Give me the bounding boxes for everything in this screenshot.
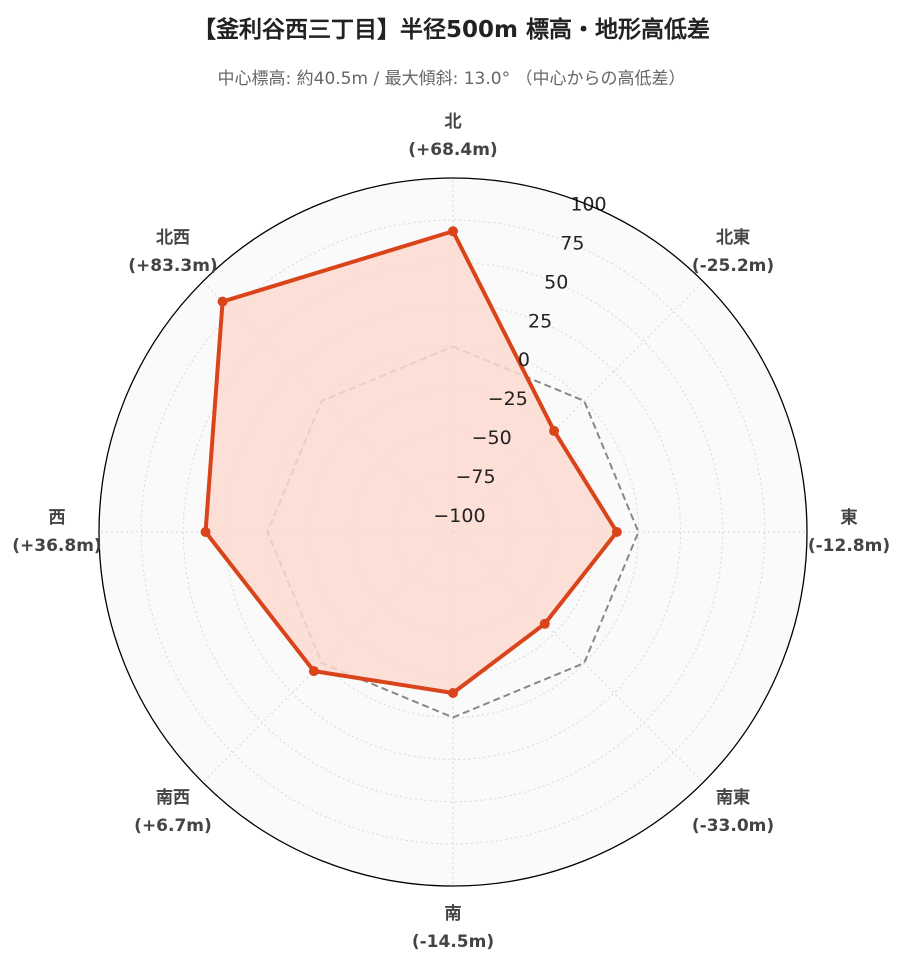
radial-tick-label: 0: [518, 349, 530, 371]
data-point-7: [217, 296, 228, 307]
direction-value-label: (-25.2m): [692, 256, 774, 276]
grid-spoke: [452, 531, 704, 783]
elevation-series-points: [200, 226, 622, 698]
data-point-6: [200, 527, 211, 537]
direction-label: 北: [445, 112, 462, 132]
direction-value-label: (+68.4m): [408, 140, 497, 160]
radial-tick-label: −100: [433, 505, 485, 527]
direction-value-label: (+36.8m): [12, 536, 101, 556]
direction-label: 南: [445, 903, 462, 924]
data-point-0: [448, 226, 458, 237]
direction-value-label: (+83.3m): [128, 256, 217, 276]
radial-tick-label: 50: [544, 271, 568, 293]
direction-label: 南西: [156, 787, 190, 808]
grid-spoke: [452, 281, 704, 533]
data-point-2: [611, 527, 622, 537]
direction-label: 東: [841, 507, 858, 528]
direction-value-label: (-33.0m): [692, 816, 774, 836]
direction-value-label: (-12.8m): [808, 536, 890, 556]
radial-tick-label: 25: [528, 310, 552, 332]
data-point-1: [549, 425, 560, 436]
direction-label: 西: [49, 508, 66, 528]
radial-tick-label: −75: [456, 466, 496, 488]
direction-value-label: (-14.5m): [412, 932, 494, 952]
radial-tick-label: 75: [560, 232, 584, 254]
direction-label: 北東: [716, 227, 750, 248]
direction-labels: 北 (+68.4m) 北東 (-25.2m) 東 (-12.8m) 南東 (-33.0m) 南 (…: [12, 112, 890, 952]
data-point-3: [539, 618, 550, 629]
data-point-5: [308, 666, 319, 677]
chart-subtitle: 中心標高: 約40.5m / 最大傾斜: 13.0° （中心からの高低差）: [217, 69, 686, 89]
direction-label: 南東: [716, 787, 750, 808]
chart-title: 【釜利谷西三丁目】半径500m 標高・地形高低差: [193, 17, 710, 43]
data-point-4: [448, 687, 458, 698]
direction-value-label: (+6.7m): [134, 816, 212, 836]
radial-tick-label: −25: [488, 388, 528, 410]
radial-tick-label: −50: [472, 427, 512, 449]
plot-outline: [98, 177, 808, 887]
direction-label: 北西: [156, 228, 190, 248]
